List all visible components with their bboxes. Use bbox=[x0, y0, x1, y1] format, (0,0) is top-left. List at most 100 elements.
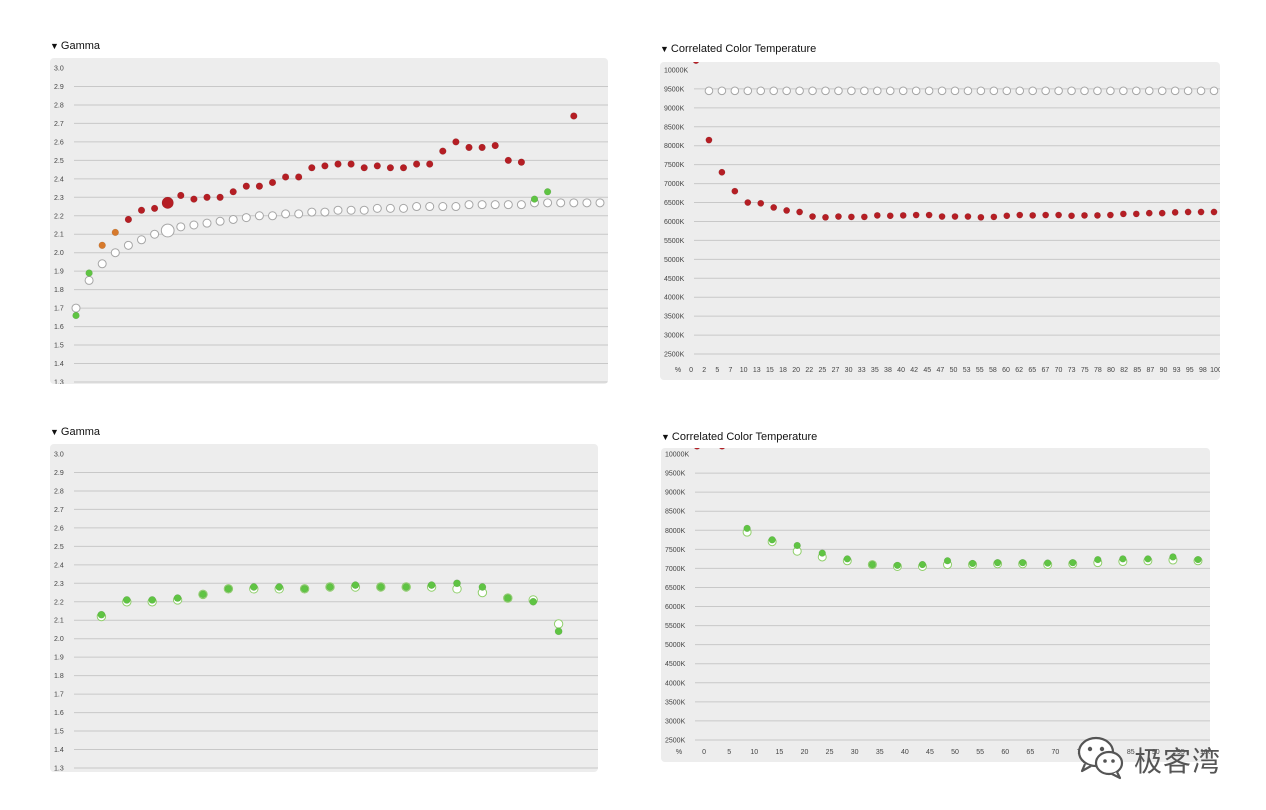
y-tick-label: 1.5 bbox=[54, 343, 64, 350]
measured-point bbox=[529, 597, 538, 606]
target-point bbox=[320, 207, 330, 217]
gamma-title[interactable]: ▼ Gamma bbox=[50, 40, 100, 52]
target-point bbox=[160, 223, 175, 238]
target-point bbox=[97, 259, 107, 269]
target-series bbox=[71, 198, 605, 313]
y-tick-label: 5500K bbox=[665, 623, 686, 630]
y-tick-label: 1.7 bbox=[54, 692, 64, 699]
target-point bbox=[1106, 86, 1115, 96]
collapse-triangle-icon[interactable]: ▼ bbox=[660, 44, 669, 54]
measured-point bbox=[190, 195, 198, 203]
measured-point bbox=[399, 164, 408, 172]
measured-point bbox=[402, 583, 411, 591]
target-point bbox=[543, 198, 553, 208]
x-tick-label: 70 bbox=[1055, 367, 1063, 374]
measured-point bbox=[757, 199, 765, 207]
x-tick-label: 60 bbox=[1002, 367, 1010, 374]
measured-point bbox=[1210, 208, 1218, 216]
target-point bbox=[503, 200, 513, 210]
target-point bbox=[477, 200, 487, 210]
y-tick-label: 2.1 bbox=[54, 618, 64, 625]
cct-plot-top: 10000K 9500K 9000K 8500K 8000K 7500K 7000K 6500… bbox=[660, 62, 1220, 380]
x-tick-label: 2 bbox=[702, 367, 706, 374]
measured-point bbox=[72, 311, 80, 320]
x-tick-label: 0 bbox=[702, 749, 706, 756]
measured-point bbox=[964, 213, 972, 220]
measured-point bbox=[452, 138, 460, 146]
y-tick-label: 8500K bbox=[664, 124, 685, 131]
y-tick-label: 2.1 bbox=[54, 232, 64, 239]
y-tick-label: 8000K bbox=[665, 528, 686, 535]
cct-title[interactable]: ▼ Correlated Color Temperature bbox=[661, 431, 817, 443]
target-point bbox=[176, 222, 186, 232]
target-point bbox=[202, 218, 212, 228]
measured-point bbox=[229, 188, 237, 196]
y-tick-label: 7500K bbox=[665, 547, 686, 554]
collapse-triangle-icon[interactable]: ▼ bbox=[50, 427, 59, 437]
y-tick-label: 8000K bbox=[664, 143, 685, 150]
measured-point bbox=[281, 173, 290, 181]
collapse-triangle-icon[interactable]: ▼ bbox=[661, 432, 670, 442]
y-tick-label: 7500K bbox=[664, 162, 685, 169]
measured-point bbox=[1119, 210, 1127, 218]
x-tick-label: 15 bbox=[766, 367, 774, 374]
target-point bbox=[743, 86, 753, 96]
gamma-title[interactable]: ▼ Gamma bbox=[50, 426, 100, 438]
measured-point bbox=[242, 182, 250, 190]
target-point bbox=[1170, 86, 1180, 96]
x-tick-label: % bbox=[675, 367, 681, 374]
y-tick-label: 2.6 bbox=[54, 525, 64, 532]
x-tick-label: 95 bbox=[1186, 367, 1194, 374]
measured-point bbox=[554, 627, 563, 636]
x-tick-label: 45 bbox=[923, 367, 931, 374]
measured-point bbox=[925, 211, 933, 219]
target-point bbox=[1080, 86, 1089, 96]
x-tick-label: 35 bbox=[871, 367, 879, 374]
target-point bbox=[516, 200, 526, 210]
target-point bbox=[595, 198, 605, 208]
target-point bbox=[582, 198, 592, 208]
measured-point bbox=[216, 193, 224, 201]
measured-point bbox=[744, 199, 752, 206]
measured-point bbox=[249, 583, 258, 591]
x-tick-label: 30 bbox=[845, 367, 853, 374]
measured-point bbox=[517, 158, 526, 166]
measured-point bbox=[321, 162, 329, 170]
measured-point bbox=[843, 555, 851, 563]
x-tick-label: 67 bbox=[1042, 367, 1050, 374]
measured-point bbox=[943, 557, 952, 565]
x-tick-label: 13 bbox=[753, 367, 761, 374]
measured-point bbox=[1169, 553, 1177, 561]
measured-point bbox=[1016, 211, 1024, 219]
y-tick-label: 1.4 bbox=[54, 747, 64, 754]
x-tick-label: 30 bbox=[851, 749, 859, 756]
measured-point bbox=[743, 524, 751, 533]
measured-point bbox=[376, 583, 385, 591]
target-point bbox=[1015, 86, 1025, 96]
x-tick-label: 5 bbox=[727, 749, 731, 756]
measured-series bbox=[72, 112, 578, 320]
y-ticks: 3.0 2.9 2.8 2.7 2.6 2.5 2.4 2.3 2.2 2.1 2.0 1.9 1.8 1… bbox=[54, 452, 64, 773]
x-tick-label: 42 bbox=[910, 367, 918, 374]
y-tick-label: 2.2 bbox=[54, 599, 64, 606]
target-point bbox=[451, 202, 461, 212]
target-point bbox=[359, 205, 369, 215]
measured-point bbox=[1145, 209, 1153, 217]
target-point bbox=[189, 220, 199, 230]
x-tick-label: 55 bbox=[976, 367, 984, 374]
y-tick-label: 2.3 bbox=[54, 195, 64, 202]
target-point bbox=[769, 86, 778, 96]
cct-title-label: Correlated Color Temperature bbox=[670, 43, 817, 55]
collapse-triangle-icon[interactable]: ▼ bbox=[50, 41, 59, 51]
target-point bbox=[860, 86, 869, 96]
x-ticks: % 0 2 5 7 10 13 15 18 20 22 25 27 30 33 35 38 40 42 45 47 50 5… bbox=[675, 367, 1220, 374]
y-tick-label: 9500K bbox=[664, 86, 685, 93]
target-point bbox=[834, 86, 843, 96]
measured-point bbox=[530, 195, 539, 203]
target-point bbox=[333, 205, 343, 215]
measured-point bbox=[1119, 555, 1127, 563]
x-tick-label: 100 bbox=[1210, 367, 1220, 374]
cct-title[interactable]: ▼ Correlated Color Temperature bbox=[660, 43, 816, 55]
target-point bbox=[821, 86, 830, 96]
measured-point bbox=[1044, 559, 1052, 567]
